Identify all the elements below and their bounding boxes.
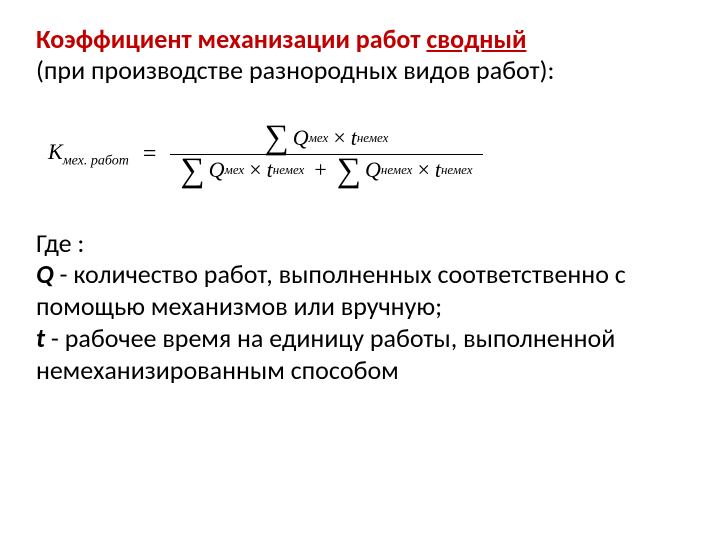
title-line1: Коэффициент механизации работ сводный	[36, 24, 684, 55]
lhs-sub: мех. работ	[63, 153, 129, 168]
times-icon: ×	[417, 157, 429, 183]
plus-icon: +	[314, 157, 326, 183]
numerator: ∑ Qмех × tнемех	[255, 122, 399, 153]
den2-t-sub: немех	[441, 162, 473, 178]
where-label: Где :	[36, 227, 84, 259]
formula: Kмех. работ = ∑ Qмех × tнемех ∑ Qмех × t…	[48, 122, 684, 185]
sigma-icon: ∑	[265, 124, 289, 151]
q-symbol: Q	[36, 258, 54, 290]
body-text: Где : Q - количество работ, выполненных …	[36, 228, 684, 387]
den2-Q-sub: немех	[381, 162, 413, 178]
title-line2: (при производстве разнородных видов рабо…	[36, 55, 684, 86]
den1-t-sub: немех	[273, 162, 305, 178]
equals-sign: =	[143, 141, 157, 168]
q-text: - количество работ, выполненных соответс…	[36, 258, 626, 322]
denominator: ∑ Qмех × tнемех + ∑ Qнемех × tнемех	[170, 155, 482, 186]
num-t-sub: немех	[357, 130, 389, 146]
num-Q: Q	[293, 125, 309, 151]
den1-Q: Q	[209, 157, 225, 183]
t-symbol: t	[36, 322, 45, 354]
sigma-icon: ∑	[180, 157, 204, 184]
times-icon: ×	[249, 157, 261, 183]
title-underline: сводный	[426, 23, 526, 55]
num-Q-sub: мех	[309, 130, 329, 146]
formula-lhs: Kмех. работ	[48, 139, 129, 169]
fraction: ∑ Qмех × tнемех ∑ Qмех × tнемех + ∑ Qнем…	[170, 122, 482, 185]
sigma-icon: ∑	[337, 157, 361, 184]
den1-Q-sub: мех	[225, 162, 245, 178]
title-text-1: Коэффициент механизации работ	[36, 23, 426, 55]
den2-Q: Q	[365, 157, 381, 183]
t-text: - рабочее время на единицу работы, выпол…	[36, 322, 615, 386]
lhs-K: K	[48, 139, 63, 164]
times-icon: ×	[333, 125, 345, 151]
